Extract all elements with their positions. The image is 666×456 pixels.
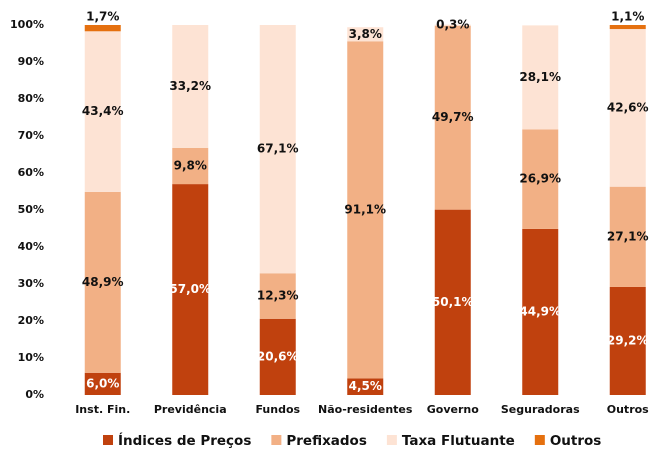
y-tick-label: 30% bbox=[18, 277, 44, 290]
data-label: 27,1% bbox=[607, 229, 649, 243]
bar-segment bbox=[259, 273, 296, 319]
bar-segment bbox=[434, 209, 471, 395]
bar-segment bbox=[522, 129, 559, 229]
bar-segment bbox=[434, 24, 471, 26]
legend-swatch bbox=[271, 435, 282, 445]
data-label: 50,1% bbox=[432, 295, 474, 309]
bar-segment bbox=[609, 29, 646, 187]
y-tick-label: 50% bbox=[18, 203, 44, 216]
data-label: 4,5% bbox=[349, 379, 382, 393]
data-label: 1,1% bbox=[611, 10, 644, 24]
data-label: 3,8% bbox=[349, 27, 382, 41]
data-label: 42,6% bbox=[607, 100, 649, 114]
legend-label: Outros bbox=[550, 433, 602, 449]
data-label: 57,0% bbox=[169, 282, 211, 296]
data-label: 28,1% bbox=[519, 70, 561, 84]
data-label: 44,9% bbox=[519, 304, 561, 318]
bar-segment bbox=[609, 186, 646, 287]
x-tick-label: Previdência bbox=[154, 403, 227, 416]
y-tick-label: 90% bbox=[18, 55, 44, 68]
y-tick-label: 40% bbox=[18, 240, 44, 253]
legend-swatch bbox=[534, 435, 545, 445]
data-label: 29,2% bbox=[607, 333, 649, 347]
x-tick-label: Seguradoras bbox=[501, 403, 580, 416]
data-label: 6,0% bbox=[86, 376, 119, 390]
legend-label: Prefixados bbox=[286, 433, 367, 449]
data-label: 9,8% bbox=[174, 158, 207, 172]
y-tick-label: 0% bbox=[25, 388, 44, 401]
x-tick-label: Fundos bbox=[255, 403, 300, 416]
legend-swatch bbox=[386, 435, 397, 445]
bar-segment bbox=[347, 41, 384, 379]
legend-label: Índices de Preços bbox=[118, 432, 251, 449]
x-tick-label: Governo bbox=[427, 403, 479, 416]
bar-segment bbox=[522, 228, 559, 395]
x-tick-label: Outros bbox=[607, 403, 649, 416]
y-tick-label: 60% bbox=[18, 166, 44, 179]
y-tick-label: 10% bbox=[18, 351, 44, 364]
data-label: 26,9% bbox=[519, 172, 561, 186]
y-tick-label: 70% bbox=[18, 129, 44, 142]
x-tick-label: Inst. Fin. bbox=[75, 403, 130, 416]
bar-segment bbox=[84, 372, 121, 395]
bar-segment bbox=[609, 25, 646, 30]
data-label: 0,3% bbox=[436, 18, 469, 32]
legend-label: Taxa Flutuante bbox=[402, 433, 515, 449]
data-label: 20,6% bbox=[257, 349, 299, 363]
data-label: 33,2% bbox=[169, 79, 211, 93]
bar-segment bbox=[347, 378, 384, 395]
y-tick-label: 20% bbox=[18, 314, 44, 327]
bar-segment bbox=[434, 25, 471, 210]
bar-segment bbox=[84, 25, 121, 32]
data-label: 12,3% bbox=[257, 289, 299, 303]
bar-segment bbox=[172, 184, 209, 395]
data-label: 49,7% bbox=[432, 110, 474, 124]
data-label: 43,4% bbox=[82, 104, 124, 118]
bar-segment bbox=[172, 25, 209, 148]
y-tick-label: 80% bbox=[18, 92, 44, 105]
bar-segment bbox=[259, 318, 296, 395]
data-label: 48,9% bbox=[82, 275, 124, 289]
x-tick-label: Não-residentes bbox=[318, 403, 413, 416]
legend-swatch bbox=[103, 435, 113, 445]
bar-segment bbox=[172, 147, 209, 185]
bar-segment bbox=[347, 27, 384, 42]
data-label: 67,1% bbox=[257, 142, 299, 156]
bar-segment bbox=[522, 25, 559, 130]
bar-segment bbox=[609, 286, 646, 395]
bar-segment bbox=[84, 31, 121, 192]
data-label: 1,7% bbox=[86, 10, 119, 24]
data-label: 91,1% bbox=[344, 202, 386, 216]
bar-segment bbox=[84, 191, 121, 373]
bar-segment bbox=[259, 25, 296, 274]
y-tick-label: 100% bbox=[10, 18, 44, 31]
